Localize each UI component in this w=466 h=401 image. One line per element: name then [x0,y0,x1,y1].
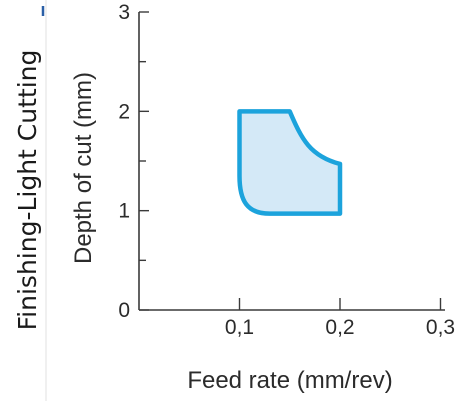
axis-ticks: 0 1 2 3 0,1 0,2 0,3 [118,1,455,339]
y-tick-label: 1 [118,200,130,223]
x-axis-title: Feed rate (mm/rev) [187,367,392,394]
y-tick-label: 3 [118,1,130,24]
y-axis-title: Depth of cut (mm) [70,72,97,264]
y-tick-label: 2 [118,100,130,123]
operating-region [237,109,343,216]
side-label: Finishing-Light Cutting [13,50,42,331]
y-tick-label: 0 [118,299,130,322]
x-tick-label: 0,1 [225,316,254,339]
x-tick-label: 0,2 [325,316,354,339]
x-tick-label: 0,3 [426,316,455,339]
